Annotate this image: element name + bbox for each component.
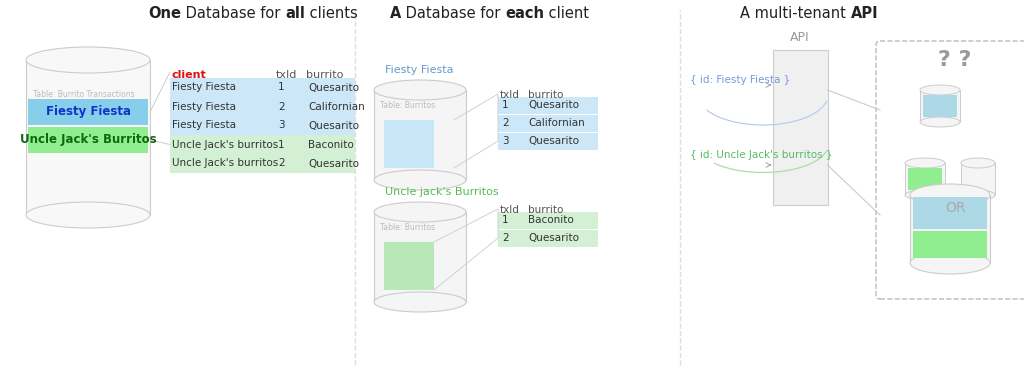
Text: Californian: Californian <box>528 118 585 128</box>
Text: Table: Burrito Transactions: Table: Burrito Transactions <box>33 90 134 99</box>
Bar <box>384 242 434 290</box>
Ellipse shape <box>26 202 150 228</box>
Text: { id: Uncle Jack's burritos }: { id: Uncle Jack's burritos } <box>690 150 833 160</box>
Text: Uncle Jack's Burritos: Uncle Jack's Burritos <box>19 133 157 147</box>
Ellipse shape <box>26 47 150 73</box>
Bar <box>374 90 466 180</box>
Bar <box>170 116 355 135</box>
Bar <box>170 78 355 97</box>
Bar <box>374 212 466 302</box>
Ellipse shape <box>374 170 466 190</box>
Bar <box>170 135 355 154</box>
Ellipse shape <box>905 158 945 168</box>
Text: Fiesty Fiesta: Fiesty Fiesta <box>172 101 236 111</box>
Text: burrito: burrito <box>528 205 563 215</box>
Text: Fiesty Fiesta: Fiesty Fiesta <box>385 65 454 75</box>
Ellipse shape <box>920 117 961 127</box>
Text: Quesarito: Quesarito <box>528 136 579 146</box>
Text: burrito: burrito <box>306 70 343 80</box>
Text: Fiesty Fiesta: Fiesty Fiesta <box>172 120 236 130</box>
Text: 1: 1 <box>502 215 509 225</box>
Text: Uncle Jack's burritos: Uncle Jack's burritos <box>172 139 279 149</box>
Text: { id: Fiesty Fiesta }: { id: Fiesty Fiesta } <box>690 75 791 85</box>
Ellipse shape <box>910 252 990 274</box>
Text: txId: txId <box>500 90 520 100</box>
Ellipse shape <box>910 184 990 206</box>
Text: One: One <box>148 6 181 21</box>
Bar <box>170 97 355 116</box>
Text: Fiesty Fiesta: Fiesty Fiesta <box>172 82 236 92</box>
Ellipse shape <box>905 190 945 200</box>
Text: A: A <box>390 6 401 21</box>
Bar <box>28 99 148 125</box>
Text: 1: 1 <box>502 100 509 110</box>
Bar <box>913 231 987 258</box>
Text: Quesarito: Quesarito <box>308 82 359 92</box>
Text: Quesarito: Quesarito <box>308 158 359 168</box>
Text: txId: txId <box>500 205 520 215</box>
Ellipse shape <box>961 158 995 168</box>
Text: each: each <box>506 6 545 21</box>
Bar <box>908 168 942 190</box>
Ellipse shape <box>374 202 466 222</box>
Text: API: API <box>851 6 879 21</box>
Ellipse shape <box>374 80 466 100</box>
Text: Quesarito: Quesarito <box>528 233 579 243</box>
Bar <box>28 127 148 153</box>
Bar <box>961 163 995 195</box>
Text: 1: 1 <box>278 139 285 149</box>
Bar <box>384 120 434 168</box>
Text: A multi-tenant: A multi-tenant <box>740 6 851 21</box>
Bar <box>905 163 945 195</box>
Ellipse shape <box>961 190 995 200</box>
Bar <box>910 195 990 263</box>
Bar <box>772 50 827 205</box>
Text: Baconito: Baconito <box>308 139 353 149</box>
Text: OR: OR <box>945 201 966 215</box>
Text: Database for: Database for <box>181 6 285 21</box>
Text: Fiesty Fiesta: Fiesty Fiesta <box>45 106 130 119</box>
Bar <box>170 154 355 173</box>
Ellipse shape <box>374 292 466 312</box>
Text: Table: Burritos: Table: Burritos <box>380 223 435 232</box>
Text: ? ?: ? ? <box>938 50 972 70</box>
Bar <box>913 197 987 229</box>
Text: Quesarito: Quesarito <box>308 120 359 130</box>
Text: Database for: Database for <box>401 6 506 21</box>
Text: 1: 1 <box>278 82 285 92</box>
Text: 2: 2 <box>502 233 509 243</box>
Bar <box>923 95 957 117</box>
Bar <box>498 230 598 247</box>
Text: Baconito: Baconito <box>528 215 573 225</box>
Text: clients: clients <box>305 6 357 21</box>
Text: all: all <box>285 6 305 21</box>
Text: API: API <box>791 31 810 44</box>
Text: Table: Burritos: Table: Burritos <box>380 101 435 110</box>
Bar <box>498 133 598 150</box>
Bar <box>498 115 598 132</box>
Text: 2: 2 <box>278 101 285 111</box>
Text: client: client <box>172 70 207 80</box>
Text: 2: 2 <box>502 118 509 128</box>
Text: client: client <box>545 6 590 21</box>
Bar <box>26 60 150 215</box>
Text: txId: txId <box>276 70 297 80</box>
Text: 3: 3 <box>278 120 285 130</box>
Bar <box>498 97 598 114</box>
Bar <box>498 212 598 229</box>
Ellipse shape <box>920 85 961 95</box>
Text: Quesarito: Quesarito <box>528 100 579 110</box>
Text: Uncle jack's Burritos: Uncle jack's Burritos <box>385 187 499 197</box>
Text: Uncle Jack's burritos: Uncle Jack's burritos <box>172 158 279 168</box>
Bar <box>920 90 961 122</box>
Text: burrito: burrito <box>528 90 563 100</box>
Text: 3: 3 <box>502 136 509 146</box>
Text: Californian: Californian <box>308 101 365 111</box>
Text: 2: 2 <box>278 158 285 168</box>
